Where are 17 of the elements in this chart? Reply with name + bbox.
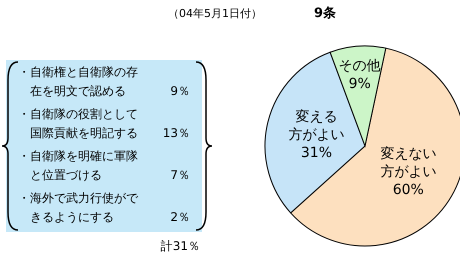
text: 2％ [170,210,190,224]
slice-label: 変える方がよい [288,109,344,144]
text: ・自衛権と自衛隊の存在を明文で認める [18,65,138,98]
text: 13％ [162,126,190,140]
data-label: 9% [348,76,371,92]
slice-label: 変えない方がよい [380,146,436,180]
data-label: 60% [392,182,424,198]
data-label: 31% [300,145,332,162]
text: ・自衛隊の役割として国際貢献を明記する [18,107,138,140]
chart-title: 9条 [314,6,336,21]
text: 9％ [170,84,190,98]
text: ・海外で武力行使ができるようにする [18,191,139,224]
text: 7％ [170,168,190,182]
text: ・自衛隊を明確に軍隊と位置づける [18,149,138,182]
text: 計31％ [160,239,200,253]
slice-label: その他 [338,58,381,74]
text: （04年5月1日付） [168,7,262,20]
